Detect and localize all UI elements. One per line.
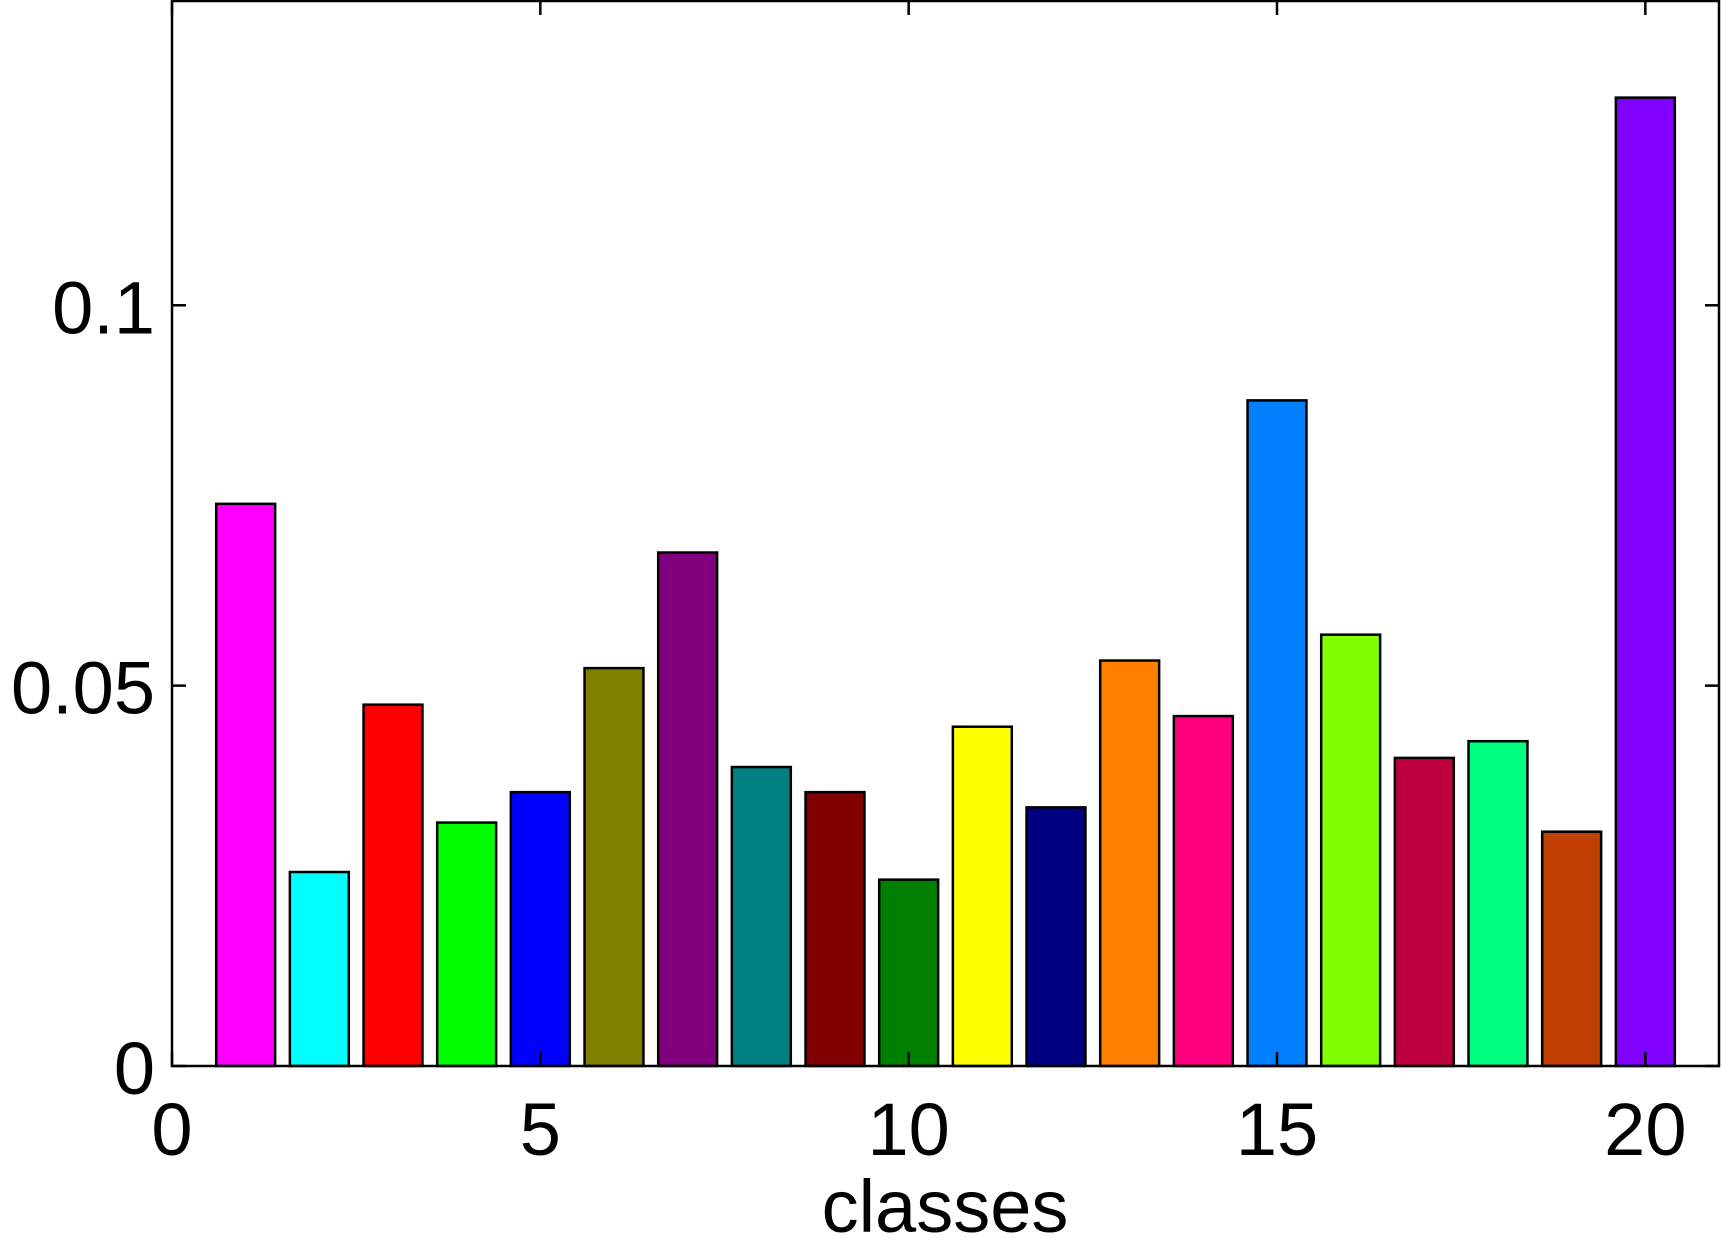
bar-class-15 (1246, 399, 1308, 1068)
x-tick-label: 5 (520, 1088, 561, 1171)
bar-class-1 (214, 502, 277, 1068)
bar-class-6 (583, 666, 645, 1068)
bar-class-20 (1614, 96, 1677, 1068)
x-tick-label: 0 (151, 1088, 192, 1171)
y-tick-label: 0.1 (52, 266, 155, 349)
bar-class-4 (435, 821, 498, 1068)
bar-class-13 (1098, 659, 1161, 1068)
plot-frame (170, 0, 1721, 1068)
x-tick-label: 20 (1604, 1088, 1686, 1171)
y-tick-labels: 0 0.05 0.1 (11, 266, 155, 1110)
bar-class-2 (288, 870, 351, 1068)
bar-class-12 (1025, 806, 1087, 1068)
bar-class-16 (1319, 633, 1382, 1068)
bar-class-9 (804, 790, 866, 1068)
plot-area (172, 1, 1719, 1066)
y-tick-label: 0.05 (11, 647, 155, 730)
bar-class-5 (509, 790, 572, 1068)
y-tick-label: 0 (114, 1027, 155, 1110)
bar-class-14 (1172, 714, 1235, 1068)
bar-class-18 (1467, 739, 1529, 1068)
x-tick-label: 15 (1236, 1088, 1318, 1171)
bar-class-19 (1540, 830, 1603, 1068)
bar-class-7 (656, 551, 719, 1068)
bar-class-8 (730, 765, 793, 1068)
x-axis-title: classes (822, 1165, 1069, 1238)
bar-class-17 (1393, 756, 1456, 1068)
bars (214, 96, 1677, 1068)
bar-class-11 (951, 725, 1014, 1068)
x-tick-labels: 0 5 10 15 20 (151, 1088, 1686, 1171)
x-tick-label: 10 (868, 1088, 950, 1171)
bar-class-10 (877, 878, 940, 1068)
bar-class-3 (362, 703, 424, 1068)
